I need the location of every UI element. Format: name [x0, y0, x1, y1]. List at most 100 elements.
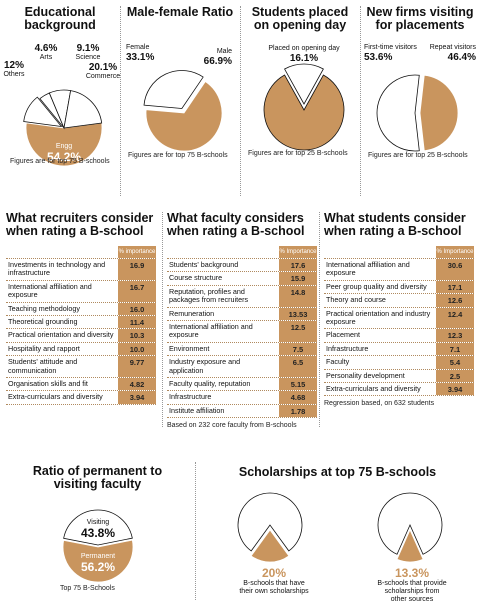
- row-label: Teaching methodology: [8, 303, 80, 313]
- chart-note: Top 75 B-Schools: [60, 585, 115, 592]
- header-cell: [167, 246, 279, 258]
- table-row: Faculty 5.4: [324, 356, 474, 370]
- category-label: Commerce: [85, 73, 121, 80]
- category-label: B-schools that provide scholarships from…: [377, 580, 447, 603]
- chart-title: Students placed on opening day: [251, 5, 349, 32]
- row-label: Course structure: [169, 273, 223, 283]
- pie-remainder: [263, 74, 345, 151]
- table-row: Industry exposure and application 6.5: [167, 356, 317, 379]
- pie-slice: [145, 80, 223, 152]
- slice-label: 13.3% B-schools that provide scholarships…: [352, 567, 472, 604]
- importance-value: 4.68: [279, 391, 317, 404]
- importance-value: 5.15: [279, 378, 317, 391]
- table: % Importance International affiliation an…: [324, 246, 474, 409]
- separator: [162, 212, 163, 427]
- value-label: 66.9%: [203, 56, 232, 67]
- table-row: Infrastructure 4.68: [167, 391, 317, 405]
- table-row: Organisation skills and fit 4.82: [6, 378, 156, 392]
- importance-value: 12.5: [279, 321, 317, 342]
- chart: 13.3% B-schools that provide scholarships…: [340, 455, 480, 607]
- row-label: Peer group quality and diversity: [326, 281, 427, 291]
- table-row: Personality development 2.5: [324, 369, 474, 384]
- row-label: Investments in technology and infrastruc…: [8, 260, 106, 278]
- importance-value: 1.78: [279, 404, 317, 418]
- chart-note: Figures are for top 25 B-schools: [368, 152, 468, 159]
- importance-value: 17.1: [436, 280, 474, 294]
- table-row: Reputation, profiles and packages from r…: [167, 285, 317, 308]
- table-row: Course structure 15.9: [167, 272, 317, 286]
- category-label: Permanent: [80, 553, 116, 560]
- chart-note: Figures are for top 25 B-schools: [248, 150, 348, 157]
- value-label: 46.4%: [447, 52, 476, 63]
- pie-chart: [62, 509, 134, 583]
- importance-value: 10.0: [118, 342, 156, 356]
- importance-value: 6.5: [279, 356, 317, 378]
- row-label: Environment: [169, 343, 210, 353]
- pie-slice: [250, 529, 290, 563]
- chart-title: Male-female Ratio: [126, 5, 234, 19]
- category-label: Placed on opening day: [268, 45, 340, 52]
- table-row: International affiliation and exposure 12…: [167, 321, 317, 343]
- separator: [240, 6, 241, 196]
- table-row: Extra-curriculars and diversity 3.94: [324, 383, 474, 397]
- table-row: Peer group quality and diversity 17.1: [324, 280, 474, 295]
- header-cell: [324, 246, 436, 258]
- table-row: Infrastructure 7.1: [324, 342, 474, 357]
- slice-label: Female 33.1%: [126, 44, 154, 63]
- slice-label: 9.1% Science: [28, 43, 148, 62]
- table-row: Placement 12.3: [324, 329, 474, 343]
- row-label: Theory and course: [326, 295, 386, 305]
- slice-label: Male 66.9%: [152, 48, 232, 67]
- value-label: 13.3%: [394, 566, 430, 580]
- table-row: Institute affiliation 1.78: [167, 404, 317, 419]
- chart-title: Educational background: [24, 5, 96, 32]
- row-label: Organisation skills and fit: [8, 379, 88, 389]
- table-row: Students' background 17.6: [167, 259, 317, 273]
- table-row: Investments in technology and infrastruc…: [6, 259, 156, 281]
- slice-label: Permanent 56.2%: [38, 553, 158, 574]
- slice-label: Engg 54.2%: [4, 143, 124, 164]
- row-label: International affiliation and exposure: [169, 322, 253, 340]
- table-row: Extra-curriculars and diversity 3.94: [6, 391, 156, 405]
- table-row: International affiliation and exposure 16…: [6, 280, 156, 303]
- importance-value: 4.82: [118, 378, 156, 391]
- row-label: Remuneration: [169, 308, 215, 318]
- chart-note: Figures are for top 75 B-schools: [128, 152, 228, 159]
- row-label: Faculty: [326, 357, 350, 367]
- row-label: Students' attitude and communication: [8, 357, 78, 375]
- table-title: What recruiters consider when rating a B…: [6, 211, 154, 238]
- pie-chart: [143, 70, 223, 152]
- pie-slice: [284, 63, 324, 105]
- category-label: Visiting: [86, 519, 110, 526]
- table-row: Practical orientation and industry expos…: [324, 307, 474, 330]
- column-header: % Importance: [436, 246, 474, 258]
- row-label: International affiliation and exposure: [326, 260, 410, 278]
- importance-value: 14.8: [279, 285, 317, 307]
- table-header: % Importance: [324, 246, 474, 259]
- pie-slice: [419, 74, 459, 152]
- category-label: Engg: [55, 143, 73, 150]
- pie-chart: [237, 492, 303, 563]
- value-label: 53.6%: [364, 52, 393, 63]
- category-label: Science: [75, 54, 101, 61]
- separator: [195, 462, 196, 600]
- importance-value: 2.5: [436, 369, 474, 383]
- chart: 20% B-schools that have their own scholar…: [200, 455, 340, 607]
- importance-value: 17.6: [279, 259, 317, 272]
- row-label: Infrastructure: [326, 343, 369, 353]
- importance-value: 12.4: [436, 307, 474, 329]
- table-row: Hospitality and rapport 10.0: [6, 342, 156, 357]
- separator: [120, 6, 121, 196]
- pie-slice: [25, 122, 103, 167]
- row-label: Placement: [326, 330, 360, 340]
- row-label: Industry exposure and application: [169, 357, 241, 375]
- value-label: 56.2%: [80, 560, 116, 574]
- importance-value: 7.5: [279, 342, 317, 356]
- column-header: % importance: [118, 246, 156, 258]
- pie-slice: [63, 509, 133, 546]
- table-title: What students consider when rating a B-s…: [324, 211, 466, 238]
- importance-value: 13.53: [279, 307, 317, 321]
- importance-value: 3.94: [436, 383, 474, 396]
- table-header: % importance: [6, 246, 156, 259]
- pie-slice: [23, 96, 63, 128]
